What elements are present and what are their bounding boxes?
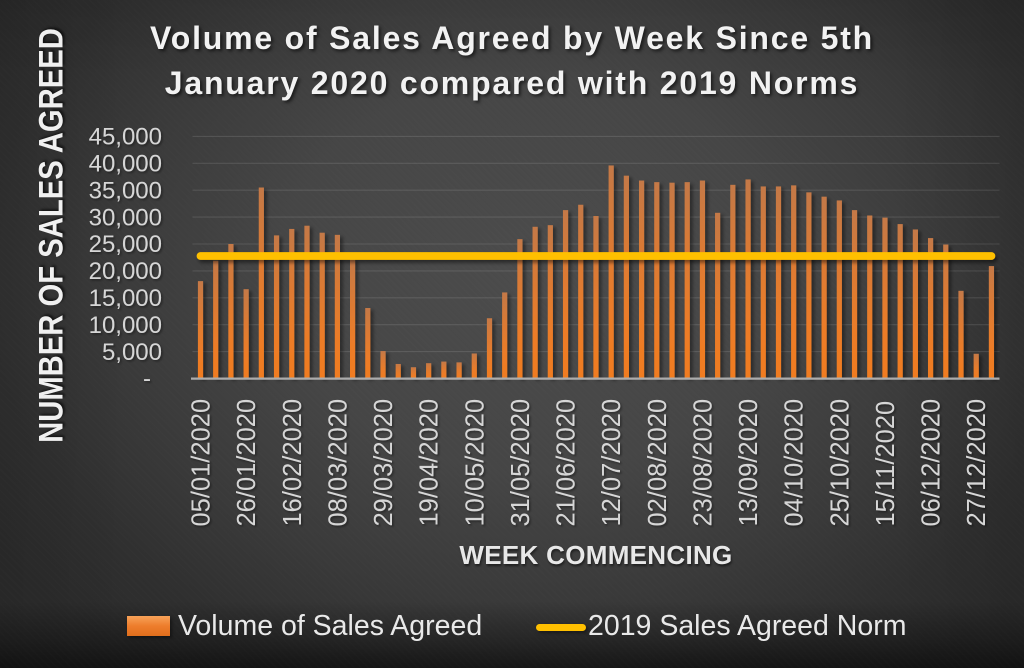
- svg-text:31/05/2020: 31/05/2020: [507, 399, 535, 527]
- svg-text:13/09/2020: 13/09/2020: [735, 399, 763, 527]
- svg-text:15/11/2020: 15/11/2020: [872, 401, 900, 527]
- svg-text:26/01/2020: 26/01/2020: [233, 399, 261, 527]
- svg-text:02/08/2020: 02/08/2020: [644, 399, 672, 527]
- svg-text:20,000: 20,000: [89, 258, 162, 285]
- svg-text:16/02/2020: 16/02/2020: [279, 399, 307, 527]
- svg-text:25,000: 25,000: [89, 231, 162, 258]
- svg-text:06/12/2020: 06/12/2020: [918, 399, 946, 527]
- svg-text:35,000: 35,000: [89, 177, 162, 204]
- svg-text:12/07/2020: 12/07/2020: [598, 399, 626, 527]
- svg-text:29/03/2020: 29/03/2020: [370, 399, 398, 527]
- svg-text:19/04/2020: 19/04/2020: [416, 399, 444, 527]
- svg-text:15,000: 15,000: [89, 285, 162, 312]
- svg-text:21/06/2020: 21/06/2020: [553, 399, 581, 527]
- svg-text:05/01/2020: 05/01/2020: [188, 399, 216, 527]
- svg-text:45,000: 45,000: [89, 124, 162, 151]
- svg-text:10,000: 10,000: [89, 312, 162, 339]
- svg-text:23/08/2020: 23/08/2020: [689, 399, 717, 527]
- svg-text:40,000: 40,000: [89, 150, 162, 177]
- svg-text:-: -: [143, 366, 151, 393]
- svg-text:27/12/2020: 27/12/2020: [963, 399, 991, 527]
- svg-text:04/10/2020: 04/10/2020: [781, 399, 809, 527]
- svg-text:30,000: 30,000: [89, 204, 162, 231]
- svg-text:10/05/2020: 10/05/2020: [461, 399, 489, 527]
- svg-text:25/10/2020: 25/10/2020: [826, 399, 854, 527]
- svg-text:08/03/2020: 08/03/2020: [324, 399, 352, 527]
- svg-text:5,000: 5,000: [102, 339, 162, 366]
